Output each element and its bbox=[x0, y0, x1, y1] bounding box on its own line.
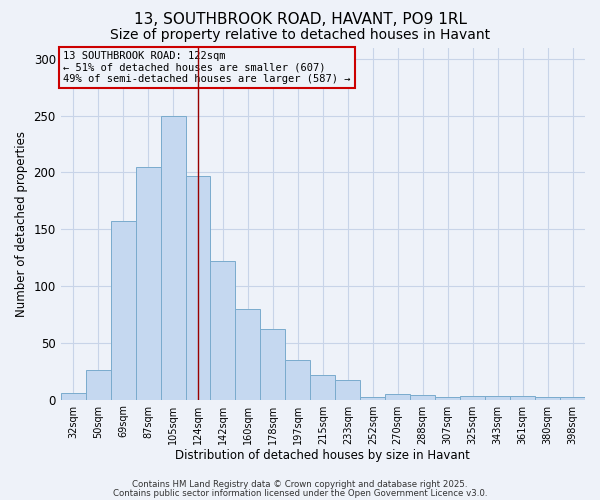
Bar bbox=[110, 222, 136, 400]
Bar bbox=[560, 398, 585, 400]
Bar bbox=[86, 370, 110, 400]
Text: Size of property relative to detached houses in Havant: Size of property relative to detached ho… bbox=[110, 28, 490, 42]
Bar bbox=[335, 380, 360, 400]
Bar bbox=[260, 329, 286, 400]
Bar bbox=[286, 360, 310, 400]
Bar bbox=[435, 398, 460, 400]
Bar bbox=[211, 261, 235, 400]
Bar bbox=[310, 374, 335, 400]
Bar bbox=[185, 176, 211, 400]
Bar bbox=[535, 398, 560, 400]
Bar bbox=[385, 394, 410, 400]
Bar bbox=[161, 116, 185, 400]
Bar bbox=[235, 308, 260, 400]
Text: Contains HM Land Registry data © Crown copyright and database right 2025.: Contains HM Land Registry data © Crown c… bbox=[132, 480, 468, 489]
Text: Contains public sector information licensed under the Open Government Licence v3: Contains public sector information licen… bbox=[113, 489, 487, 498]
Bar bbox=[510, 396, 535, 400]
Bar bbox=[136, 167, 161, 400]
Text: 13 SOUTHBROOK ROAD: 122sqm
← 51% of detached houses are smaller (607)
49% of sem: 13 SOUTHBROOK ROAD: 122sqm ← 51% of deta… bbox=[63, 51, 351, 84]
Bar bbox=[360, 398, 385, 400]
Text: 13, SOUTHBROOK ROAD, HAVANT, PO9 1RL: 13, SOUTHBROOK ROAD, HAVANT, PO9 1RL bbox=[133, 12, 467, 28]
Bar bbox=[485, 396, 510, 400]
Bar bbox=[410, 395, 435, 400]
Bar bbox=[61, 393, 86, 400]
X-axis label: Distribution of detached houses by size in Havant: Distribution of detached houses by size … bbox=[175, 450, 470, 462]
Y-axis label: Number of detached properties: Number of detached properties bbox=[15, 130, 28, 316]
Bar bbox=[460, 396, 485, 400]
